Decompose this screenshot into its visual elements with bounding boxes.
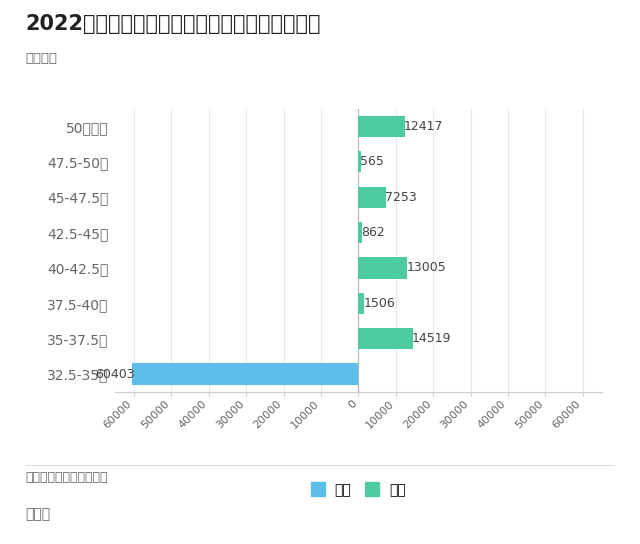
Text: 7253: 7253 <box>385 191 417 203</box>
Text: 13005: 13005 <box>406 262 446 274</box>
Text: 565: 565 <box>360 156 383 168</box>
Text: 数据来源：销售数据估算: 数据来源：销售数据估算 <box>26 471 108 484</box>
Legend: 理想, 蔚来: 理想, 蔚来 <box>307 478 410 501</box>
Bar <box>358 257 407 279</box>
Bar <box>358 293 364 314</box>
Text: 朱玉龙: 朱玉龙 <box>26 507 51 521</box>
Bar <box>132 363 358 385</box>
Bar <box>358 187 385 208</box>
Bar <box>358 116 405 137</box>
Text: 汽车电子设计: 汽车电子设计 <box>552 523 575 529</box>
Text: 单位：台: 单位：台 <box>26 52 58 65</box>
Text: 2022年上半年蔚来和理想的车型价格和销量对比: 2022年上半年蔚来和理想的车型价格和销量对比 <box>26 14 321 34</box>
Bar <box>358 222 362 243</box>
Text: 60403: 60403 <box>95 368 134 380</box>
Text: 12417: 12417 <box>404 120 444 133</box>
Text: 14519: 14519 <box>412 332 451 345</box>
Bar <box>358 151 360 172</box>
Text: ovo: ovo <box>545 504 572 519</box>
Text: 1506: 1506 <box>364 297 395 310</box>
Bar <box>358 328 413 349</box>
Text: 862: 862 <box>361 226 385 239</box>
